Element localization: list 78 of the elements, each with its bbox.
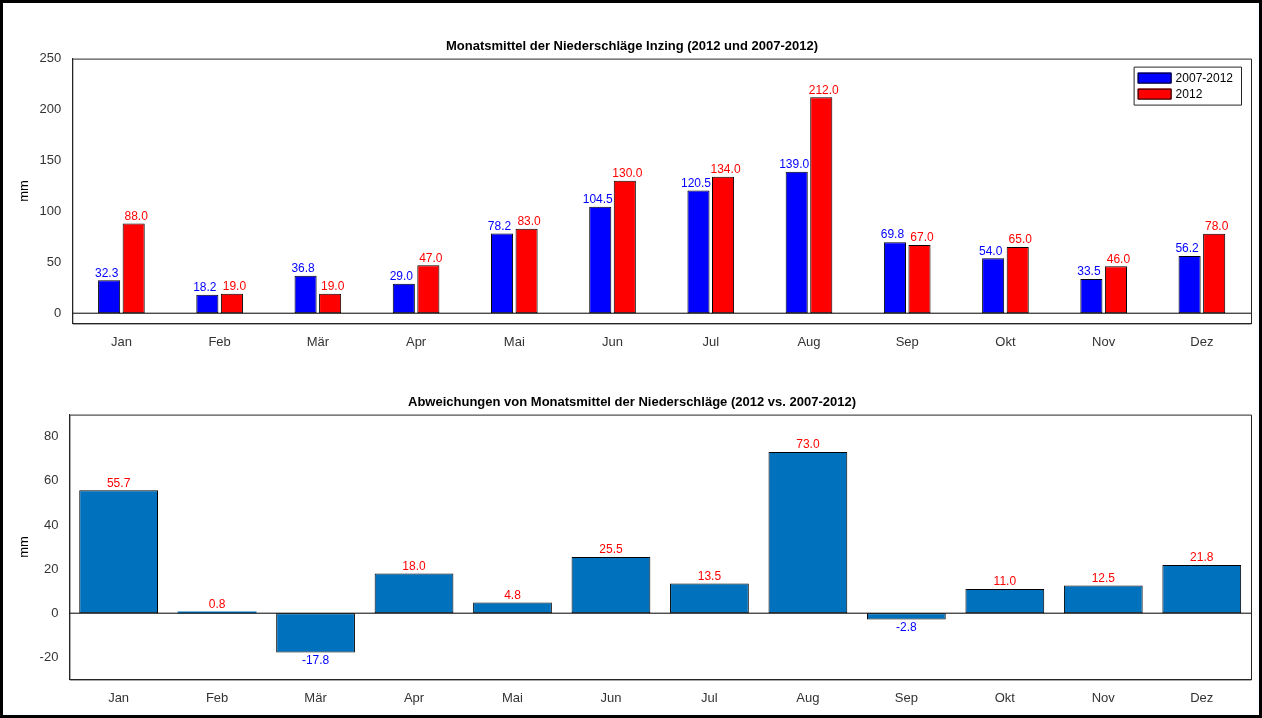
data-label: 78.0 xyxy=(1204,219,1229,234)
data-label: 83.0 xyxy=(517,214,542,228)
x-tick-label: Jun xyxy=(602,333,624,349)
data-label: 104.5 xyxy=(582,192,614,207)
chart-title: Abweichungen von Monatsmittel der Niederschläge (2012 vs. 2007-2012) xyxy=(408,394,856,410)
y-tick-label: 40 xyxy=(43,516,59,532)
data-label: 88.0 xyxy=(124,208,149,223)
data-label: 47.0 xyxy=(419,250,443,265)
data-label: 56.2 xyxy=(1175,241,1200,256)
x-tick-label: Apr xyxy=(403,689,425,705)
x-tick-label: Jan xyxy=(110,333,132,349)
data-label: 120.5 xyxy=(680,175,712,190)
y-tick-label: 50 xyxy=(46,253,62,269)
data-label: 46.0 xyxy=(1106,251,1131,266)
legend-label: 2007-2012 xyxy=(1175,70,1234,85)
x-tick-label: Mär xyxy=(304,689,328,705)
data-label: -2.8 xyxy=(896,619,918,634)
x-tick-label: Jul xyxy=(701,689,718,705)
x-tick-label: Nov xyxy=(1092,333,1116,349)
data-label: 36.8 xyxy=(291,261,316,276)
data-label: 78.2 xyxy=(487,218,512,233)
x-tick-label: Mai xyxy=(503,333,525,349)
data-label: 73.0 xyxy=(796,437,820,452)
y-tick-label: 0 xyxy=(54,304,62,320)
x-tick-label: Mai xyxy=(502,689,524,705)
data-label: 25.5 xyxy=(599,542,623,557)
y-tick-label: 0 xyxy=(51,604,59,620)
data-label: 11.0 xyxy=(993,574,1017,589)
data-label: 130.0 xyxy=(612,166,643,181)
data-label: 69.8 xyxy=(880,227,905,242)
data-label: 21.8 xyxy=(1190,550,1214,565)
data-label: 13.5 xyxy=(697,568,722,583)
data-label: 139.0 xyxy=(779,156,810,171)
data-label: 67.0 xyxy=(910,230,934,245)
x-tick-label: Feb xyxy=(205,689,229,705)
y-axis-title: mm xyxy=(16,180,32,202)
x-tick-label: Jan xyxy=(108,689,130,705)
data-label: 54.0 xyxy=(978,243,1003,258)
x-tick-label: Dez xyxy=(1190,689,1214,705)
y-tick-label: 200 xyxy=(39,101,62,117)
x-tick-label: Mär xyxy=(306,333,330,349)
y-tick-label: 100 xyxy=(39,202,62,218)
data-label: 0.8 xyxy=(208,596,226,611)
data-label: 19.0 xyxy=(320,279,345,294)
data-label: 33.5 xyxy=(1077,264,1101,279)
y-tick-label: -20 xyxy=(39,648,59,664)
x-tick-label: Sep xyxy=(894,689,918,705)
data-label: 12.5 xyxy=(1091,570,1116,585)
y-tick-label: 250 xyxy=(39,50,62,66)
data-label: 29.0 xyxy=(389,268,414,283)
y-axis-title: mm xyxy=(16,536,32,558)
data-label: 65.0 xyxy=(1008,232,1033,247)
x-tick-label: Sep xyxy=(895,333,919,349)
chart-title: Monatsmittel der Niederschläge Inzing (2012 und 2007-2012) xyxy=(445,38,819,54)
y-tick-label: 60 xyxy=(43,472,59,488)
x-tick-label: Okt xyxy=(995,333,1016,349)
x-tick-label: Apr xyxy=(405,333,427,349)
x-tick-label: Jul xyxy=(702,333,720,349)
data-label: 4.8 xyxy=(504,587,522,602)
y-tick-label: 20 xyxy=(43,560,59,576)
data-label: 212.0 xyxy=(808,82,840,97)
x-tick-label: Aug xyxy=(797,333,821,349)
legend-label: 2012 xyxy=(1175,86,1203,101)
x-tick-label: Okt xyxy=(994,689,1016,705)
data-label: 18.0 xyxy=(402,558,427,573)
data-label: 32.3 xyxy=(94,265,119,280)
data-label: 134.0 xyxy=(710,162,741,177)
data-label: 55.7 xyxy=(106,475,131,490)
y-tick-label: 80 xyxy=(43,428,59,444)
x-tick-label: Feb xyxy=(208,333,231,349)
data-label: 19.0 xyxy=(222,279,247,294)
x-tick-label: Aug xyxy=(796,689,820,705)
x-tick-label: Jun xyxy=(600,689,622,705)
x-tick-label: Nov xyxy=(1091,689,1116,705)
data-label: -17.8 xyxy=(301,652,330,667)
data-label: 18.2 xyxy=(193,279,217,294)
x-tick-label: Dez xyxy=(1190,333,1214,349)
y-tick-label: 150 xyxy=(39,152,62,168)
